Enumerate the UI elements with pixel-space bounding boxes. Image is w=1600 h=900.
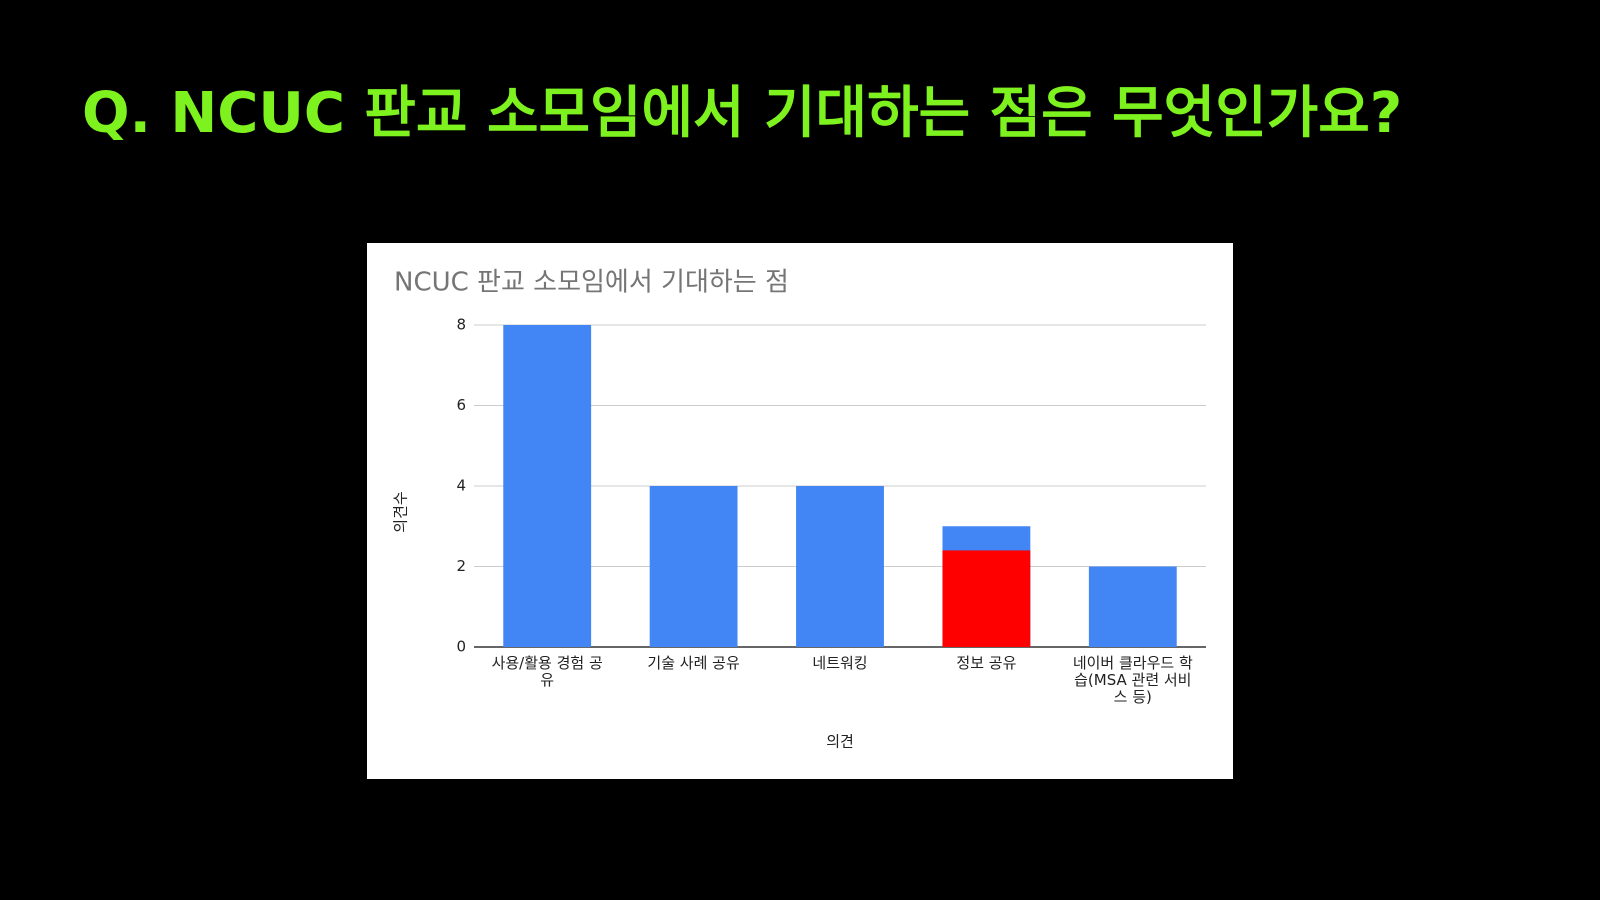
y-tick-label: 8: [456, 316, 466, 334]
chart-title: NCUC 판교 소모임에서 기대하는 점: [394, 268, 789, 298]
y-tick-label: 0: [456, 638, 466, 656]
slide-title: Q. NCUC 판교 소모임에서 기대하는 점은 무엇인가요?: [82, 81, 1402, 146]
bar: [1088, 566, 1177, 647]
y-tick-label: 4: [456, 477, 466, 495]
x-tick-label: 네이버 클라우드 학습(MSA 관련 서비스 등): [1072, 654, 1193, 706]
y-axis-label: 의견수: [392, 491, 410, 532]
highlight-bar: [942, 550, 1031, 647]
x-tick-label: 기술 사례 공유: [647, 654, 740, 672]
y-tick-label: 6: [456, 396, 466, 414]
x-tick-label: 사용/활용 경험 공유: [491, 654, 603, 689]
y-tick-label: 2: [456, 557, 466, 575]
bar: [796, 486, 884, 647]
x-tick-label: 정보 공유: [956, 654, 1017, 672]
bar: [649, 486, 738, 647]
x-axis-label: 의견: [826, 733, 854, 751]
bar: [503, 325, 592, 647]
x-tick-label: 네트워킹: [812, 654, 868, 672]
